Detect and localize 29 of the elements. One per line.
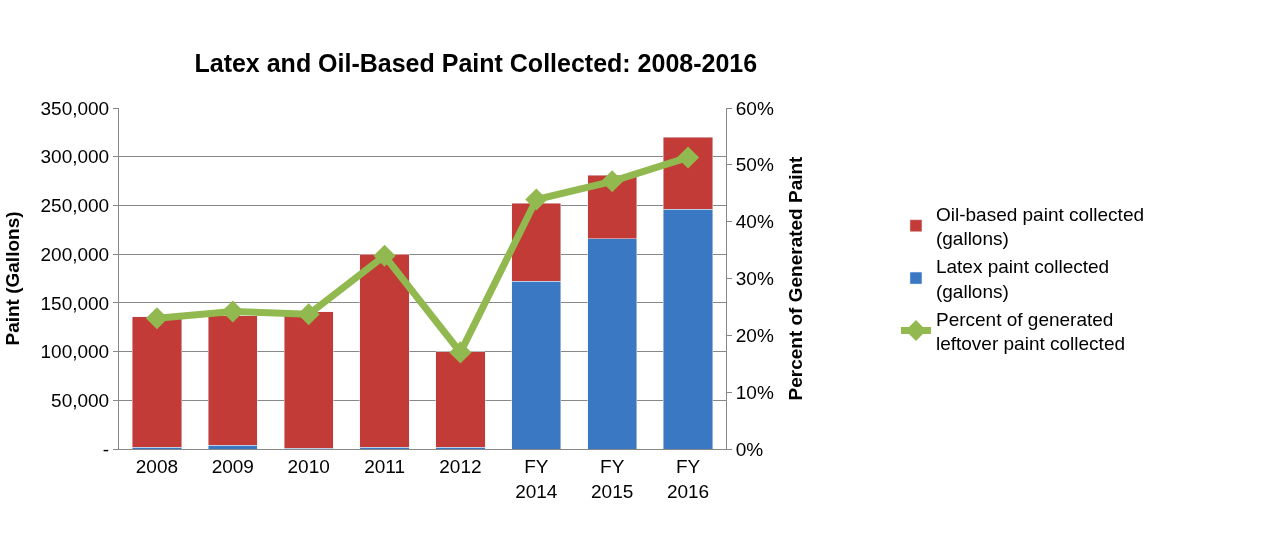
y2-tick-label: 30% xyxy=(735,268,774,290)
x-tick-label: 2009 xyxy=(211,455,254,477)
y-tick-label: 150,000 xyxy=(40,292,110,314)
y-tick-label: 250,000 xyxy=(40,195,110,217)
x-tick-label: 2008 xyxy=(135,455,179,477)
x-tick-label: 2010 xyxy=(287,455,330,477)
y2-tick-label: 60% xyxy=(735,97,774,119)
y-tick-label: 100,000 xyxy=(40,341,110,363)
x-tick-label: 2011 xyxy=(364,455,405,477)
x-tick-label: FY 2016 xyxy=(666,455,710,502)
legend-label: Oil-based paint collected (gallons) xyxy=(935,203,1145,250)
y2-tick-label: 50% xyxy=(735,154,774,176)
y-tick-label: 50,000 xyxy=(51,389,110,411)
y-axis-title: Paint (Gallons) xyxy=(2,211,24,346)
y2-tick-label: 0% xyxy=(735,438,764,460)
y2-tick-label: 10% xyxy=(735,381,774,403)
x-tick-label: FY 2014 xyxy=(515,455,558,502)
x-tick-label: FY 2015 xyxy=(591,455,634,502)
y2-tick-label: 20% xyxy=(735,324,774,346)
y-tick-label: - xyxy=(102,438,110,460)
y2-axis-title: Percent of Generated Paint xyxy=(784,155,806,401)
y-tick-label: 350,000 xyxy=(40,97,110,119)
x-tick-label: 2012 xyxy=(439,455,482,477)
y2-tick-label: 40% xyxy=(735,211,774,233)
y-tick-label: 200,000 xyxy=(40,243,110,265)
legend-label: Latex paint collected (gallons) xyxy=(935,256,1110,302)
y-tick-label: 300,000 xyxy=(40,146,110,168)
legend-label: Percent of generated leftover paint collected xyxy=(935,308,1126,355)
chart-title: Latex and Oil-Based Paint Collected: 2008-2016 xyxy=(194,48,758,77)
